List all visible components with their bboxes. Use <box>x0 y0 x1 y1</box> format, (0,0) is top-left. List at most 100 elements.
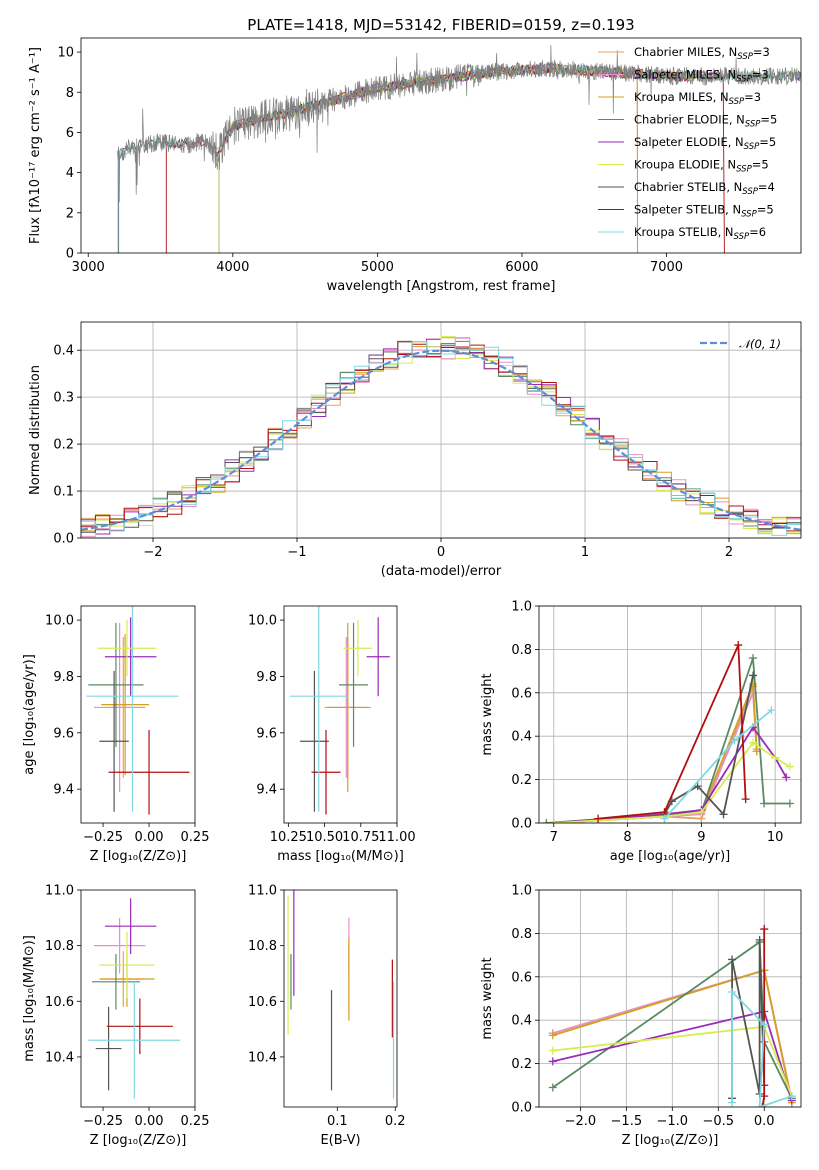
legend: Chabrier MILES, NSSP=3 Salpeter MILES, NS… <box>598 45 777 242</box>
errorbar-chabrier_stelib <box>99 670 129 812</box>
legend-entry-kroupa_elodie: Kroupa ELODIE, NSSP=5 <box>634 158 769 175</box>
y-tick-label: 9.4 <box>53 783 74 798</box>
legend-entry-chabrier_elodie: Chabrier ELODIE, NSSP=5 <box>634 113 777 130</box>
errorbar-salpeter_miles <box>93 622 146 792</box>
y-tick-label: 10.4 <box>45 1050 74 1065</box>
errorbar-kroupa_stelib <box>289 606 348 812</box>
x-tick-label: 10.25 <box>270 830 307 845</box>
x-tick-label: −2.0 <box>565 1114 597 1129</box>
legend-entry-kroupa_stelib: Kroupa STELIB, NSSP=6 <box>634 225 766 242</box>
x-tick-label: 6000 <box>505 260 538 275</box>
y-tick-label: 10.0 <box>248 614 277 629</box>
data-point <box>760 799 769 808</box>
errorbar-kroupa_miles <box>101 634 150 776</box>
x-tick-label: 0.1 <box>327 1114 348 1129</box>
y-axis-label: Flux [fλ10⁻¹⁷ erg cm⁻² s⁻¹ A⁻¹] <box>28 47 43 244</box>
errorbar-kroupa_elodie <box>99 931 155 999</box>
x-tick-label: 0.2 <box>385 1114 406 1129</box>
y-axis-label: Normed distribution <box>28 365 43 495</box>
y-tick-label: 1.0 <box>511 884 532 899</box>
data-point <box>741 795 750 804</box>
data-point <box>594 814 603 823</box>
errorbar-kroupa_stelib <box>88 981 181 1099</box>
errorbar-salpeter_elodie <box>104 617 157 697</box>
y-tick-label: 6 <box>66 126 74 141</box>
y-tick-label: 10.4 <box>248 1050 277 1065</box>
data-point <box>542 819 551 823</box>
y-tick-label: 8 <box>66 86 74 101</box>
x-tick-label: −2 <box>143 545 162 560</box>
data-point <box>749 738 758 747</box>
plot-area <box>289 606 390 815</box>
errorbar-salpeter_miles <box>93 917 146 974</box>
age-vs-metallicity-panel: −0.25 0.00 0.25 9.4 9.6 9.8 10.0 Z [log₁₀(Z/Z⊙)… <box>22 605 209 864</box>
plot-area <box>81 336 801 538</box>
data-point <box>728 1098 737 1107</box>
data-point <box>749 654 758 663</box>
x-tick-label: 7 <box>550 830 558 845</box>
residual-histogram-panel: −2 −1 0 1 2 0.0 0.1 0.2 0.3 0.4 (data-model)/error… <box>28 321 802 579</box>
y-tick-label: 0.6 <box>511 686 532 701</box>
data-point <box>548 1083 557 1092</box>
y-axis-label: mass weight <box>480 957 495 1039</box>
y-tick-label: 10.6 <box>45 995 74 1010</box>
errorbar-salpeter_stelib <box>108 730 190 815</box>
data-point <box>760 1020 769 1029</box>
x-tick-label: −0.25 <box>83 1114 123 1129</box>
data-point <box>730 736 739 745</box>
errorbar-kroupa_miles <box>327 622 369 792</box>
errorbar-chabrier_stelib <box>299 670 329 812</box>
series-line <box>553 741 791 823</box>
plot-area <box>542 641 794 823</box>
series-kroupa_elodie <box>549 738 794 823</box>
x-tick-label: 0.0 <box>754 1114 775 1129</box>
legend-entry-salpeter_elodie: Salpeter ELODIE, NSSP=5 <box>634 135 776 152</box>
x-axis-label: mass [log₁₀(M/M⊙)] <box>277 849 404 864</box>
errorbar-salpeter_elodie <box>366 617 390 697</box>
y-tick-label: 0.1 <box>53 485 74 500</box>
y-tick-label: 0.0 <box>511 1101 532 1116</box>
x-axis-label: E(B-V) <box>320 1133 360 1148</box>
y-tick-label: 4 <box>66 166 74 181</box>
axes-frame <box>538 889 802 1108</box>
y-tick-label: 0.2 <box>511 773 532 788</box>
normal-curve <box>81 349 801 531</box>
x-tick-label: 0.25 <box>181 1114 210 1129</box>
y-tick-label: 9.6 <box>53 726 74 741</box>
errorbar-salpeter_elodie <box>104 898 157 954</box>
y-tick-label: 0.8 <box>511 927 532 942</box>
x-tick-label: 10 <box>767 830 784 845</box>
series-chabrier_stelib <box>660 671 758 819</box>
x-tick-label: 2 <box>725 545 733 560</box>
histogram-kroupa_stelib <box>81 337 801 536</box>
data-point <box>755 935 764 944</box>
data-point <box>719 810 728 819</box>
y-tick-label: 10.8 <box>45 939 74 954</box>
mass-weight-vs-metallicity-panel: −2.0 −1.5 −1.0 −0.5 0.0 0.0 0.2 0.4 0.6 0.8 1.0 Z [… <box>480 884 802 1148</box>
y-tick-label: 0 <box>66 247 74 262</box>
mass-vs-ebv-panel: 0.1 0.2 10.4 10.6 10.8 11.0 E(B-V) <box>248 884 406 1149</box>
axes-frame <box>80 889 196 1108</box>
y-tick-label: 0.2 <box>53 438 74 453</box>
plot-area <box>287 890 395 1099</box>
y-tick-label: 0.8 <box>511 643 532 658</box>
data-point <box>749 671 758 680</box>
axes-frame <box>538 605 802 824</box>
errorbar-salpeter_stelib <box>311 730 341 815</box>
x-tick-label: 11.00 <box>378 830 415 845</box>
x-tick-label: −1.5 <box>611 1114 643 1129</box>
data-point <box>548 1031 557 1040</box>
x-tick-label: 4000 <box>216 260 249 275</box>
plot-area <box>88 898 181 1099</box>
legend-entry-salpeter_miles: Salpeter MILES, NSSP=3 <box>634 68 769 85</box>
x-axis-label: Z [log₁₀(Z/Z⊙)] <box>90 1133 187 1148</box>
x-axis-label: (data-model)/error <box>381 564 502 579</box>
y-tick-label: 0.4 <box>511 730 532 745</box>
data-point <box>771 753 780 762</box>
y-tick-label: 10.8 <box>248 939 277 954</box>
data-point <box>697 808 706 817</box>
data-point <box>548 1046 557 1055</box>
x-tick-label: 3000 <box>72 260 105 275</box>
x-tick-label: −1 <box>287 545 306 560</box>
